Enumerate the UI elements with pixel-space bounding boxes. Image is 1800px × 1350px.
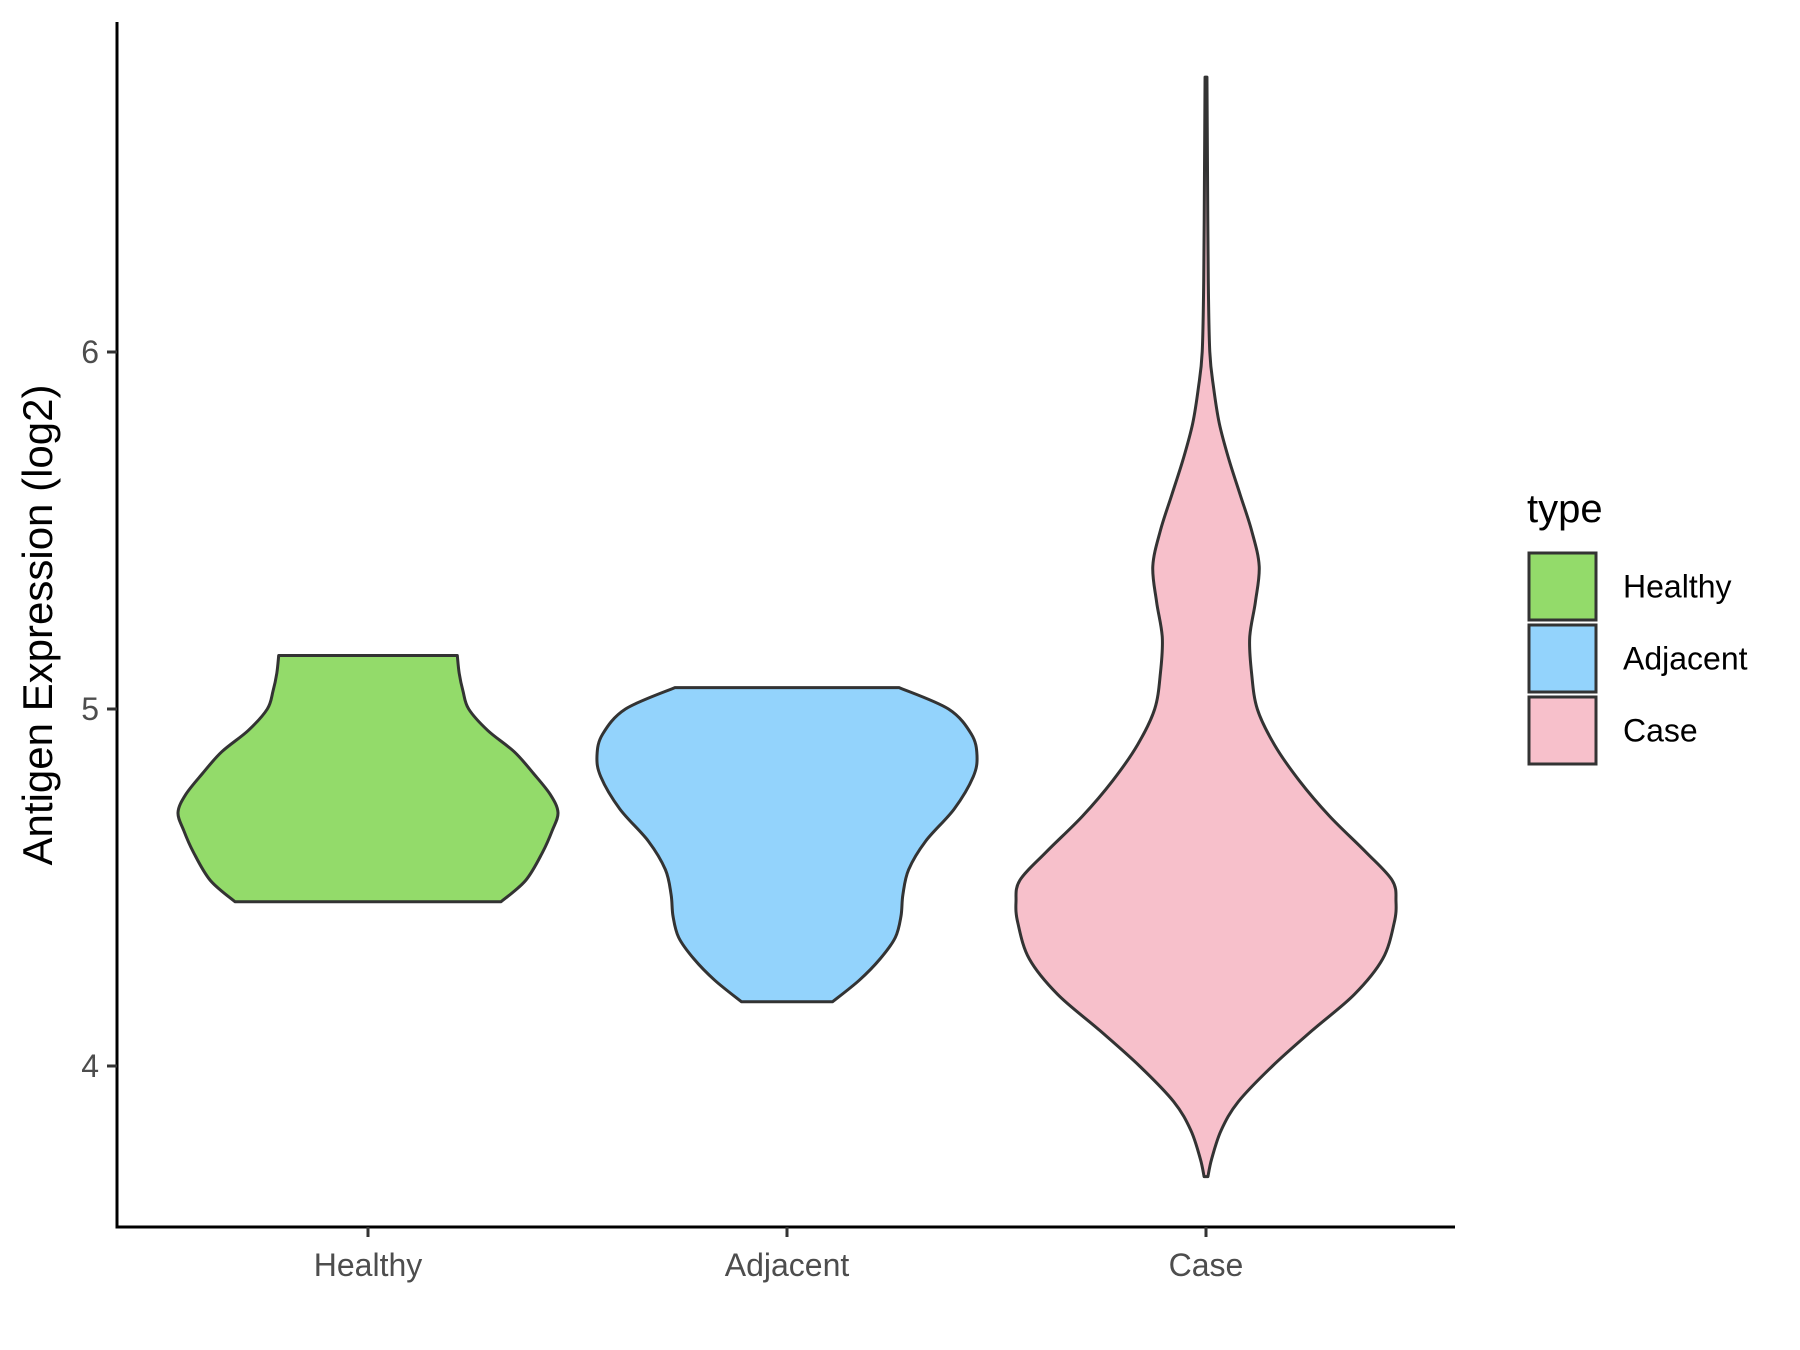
axes	[115, 22, 1455, 1229]
violin-layer	[176, 75, 1398, 1179]
y-tick-label: 6	[81, 334, 99, 370]
y-axis-ticks: 4 5 6	[81, 334, 117, 1084]
violin-adjacent	[595, 686, 979, 1004]
legend-key-adjacent	[1527, 623, 1598, 694]
legend-items: Healthy Adjacent Case	[1527, 551, 1748, 766]
legend-key-healthy	[1527, 551, 1598, 622]
legend-key-case	[1527, 695, 1598, 766]
legend: type Healthy Adjacent Case	[1527, 487, 1748, 766]
legend-label-adjacent: Adjacent	[1623, 641, 1748, 677]
legend-label-case: Case	[1623, 713, 1698, 749]
x-tick-label: Adjacent	[725, 1247, 850, 1283]
y-tick-label: 4	[81, 1048, 99, 1084]
legend-title: type	[1527, 487, 1603, 531]
y-axis-title: Antigen Expression (log2)	[14, 385, 61, 866]
y-tick-label: 5	[81, 691, 99, 727]
x-tick-label: Healthy	[314, 1247, 423, 1283]
legend-label-healthy: Healthy	[1623, 569, 1732, 605]
x-axis-ticks: Healthy Adjacent Case	[314, 1227, 1244, 1283]
violin-healthy	[176, 653, 560, 904]
x-tick-label: Case	[1169, 1247, 1244, 1283]
violin-case	[1014, 75, 1398, 1179]
